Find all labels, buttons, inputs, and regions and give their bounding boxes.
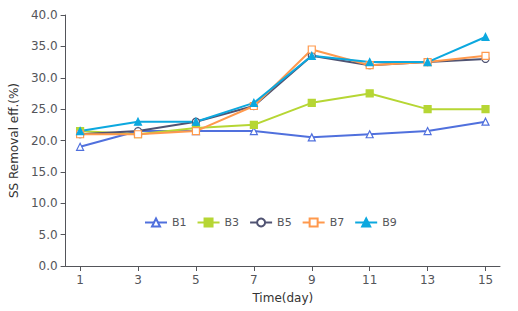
svg-text:0.0: 0.0	[39, 259, 58, 273]
svg-text:B3: B3	[225, 216, 240, 229]
svg-text:15.0: 15.0	[31, 165, 58, 179]
svg-text:20.0: 20.0	[31, 134, 58, 148]
svg-text:13: 13	[420, 273, 435, 287]
svg-text:3: 3	[134, 273, 142, 287]
svg-text:30.0: 30.0	[31, 71, 58, 85]
svg-text:5.0: 5.0	[39, 228, 58, 242]
svg-text:40.0: 40.0	[31, 8, 58, 22]
svg-text:7: 7	[250, 273, 258, 287]
svg-text:10.0: 10.0	[31, 196, 58, 210]
svg-text:1: 1	[76, 273, 84, 287]
svg-text:B7: B7	[330, 216, 345, 229]
svg-text:15: 15	[478, 273, 493, 287]
svg-text:9: 9	[308, 273, 316, 287]
svg-text:35.0: 35.0	[31, 39, 58, 53]
svg-text:SS Removal eff.(%): SS Removal eff.(%)	[7, 83, 21, 198]
svg-text:B1: B1	[172, 216, 187, 229]
svg-text:25.0: 25.0	[31, 102, 58, 116]
svg-text:Time(day): Time(day)	[251, 291, 313, 305]
svg-text:B5: B5	[277, 216, 292, 229]
svg-text:5: 5	[192, 273, 200, 287]
svg-text:B9: B9	[382, 216, 397, 229]
svg-text:11: 11	[362, 273, 377, 287]
